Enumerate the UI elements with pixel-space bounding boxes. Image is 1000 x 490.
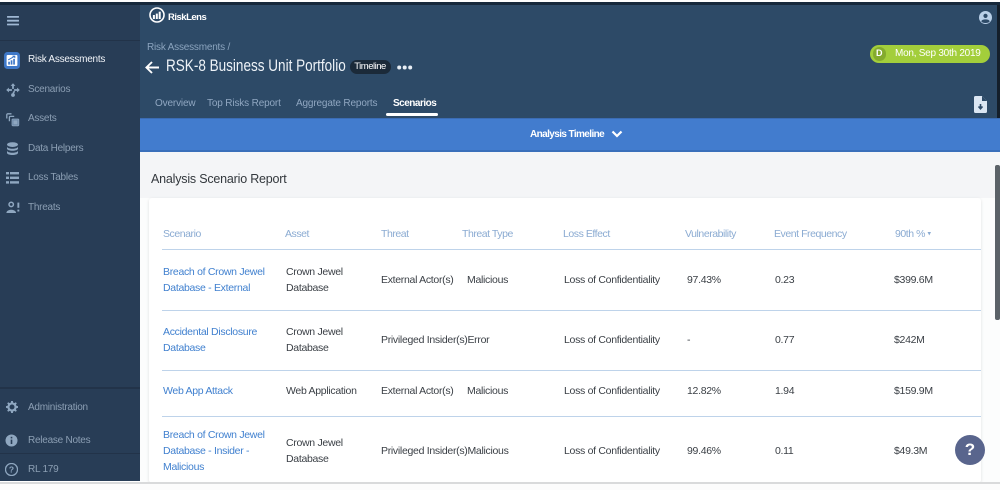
svg-text:?: ? xyxy=(9,464,14,474)
